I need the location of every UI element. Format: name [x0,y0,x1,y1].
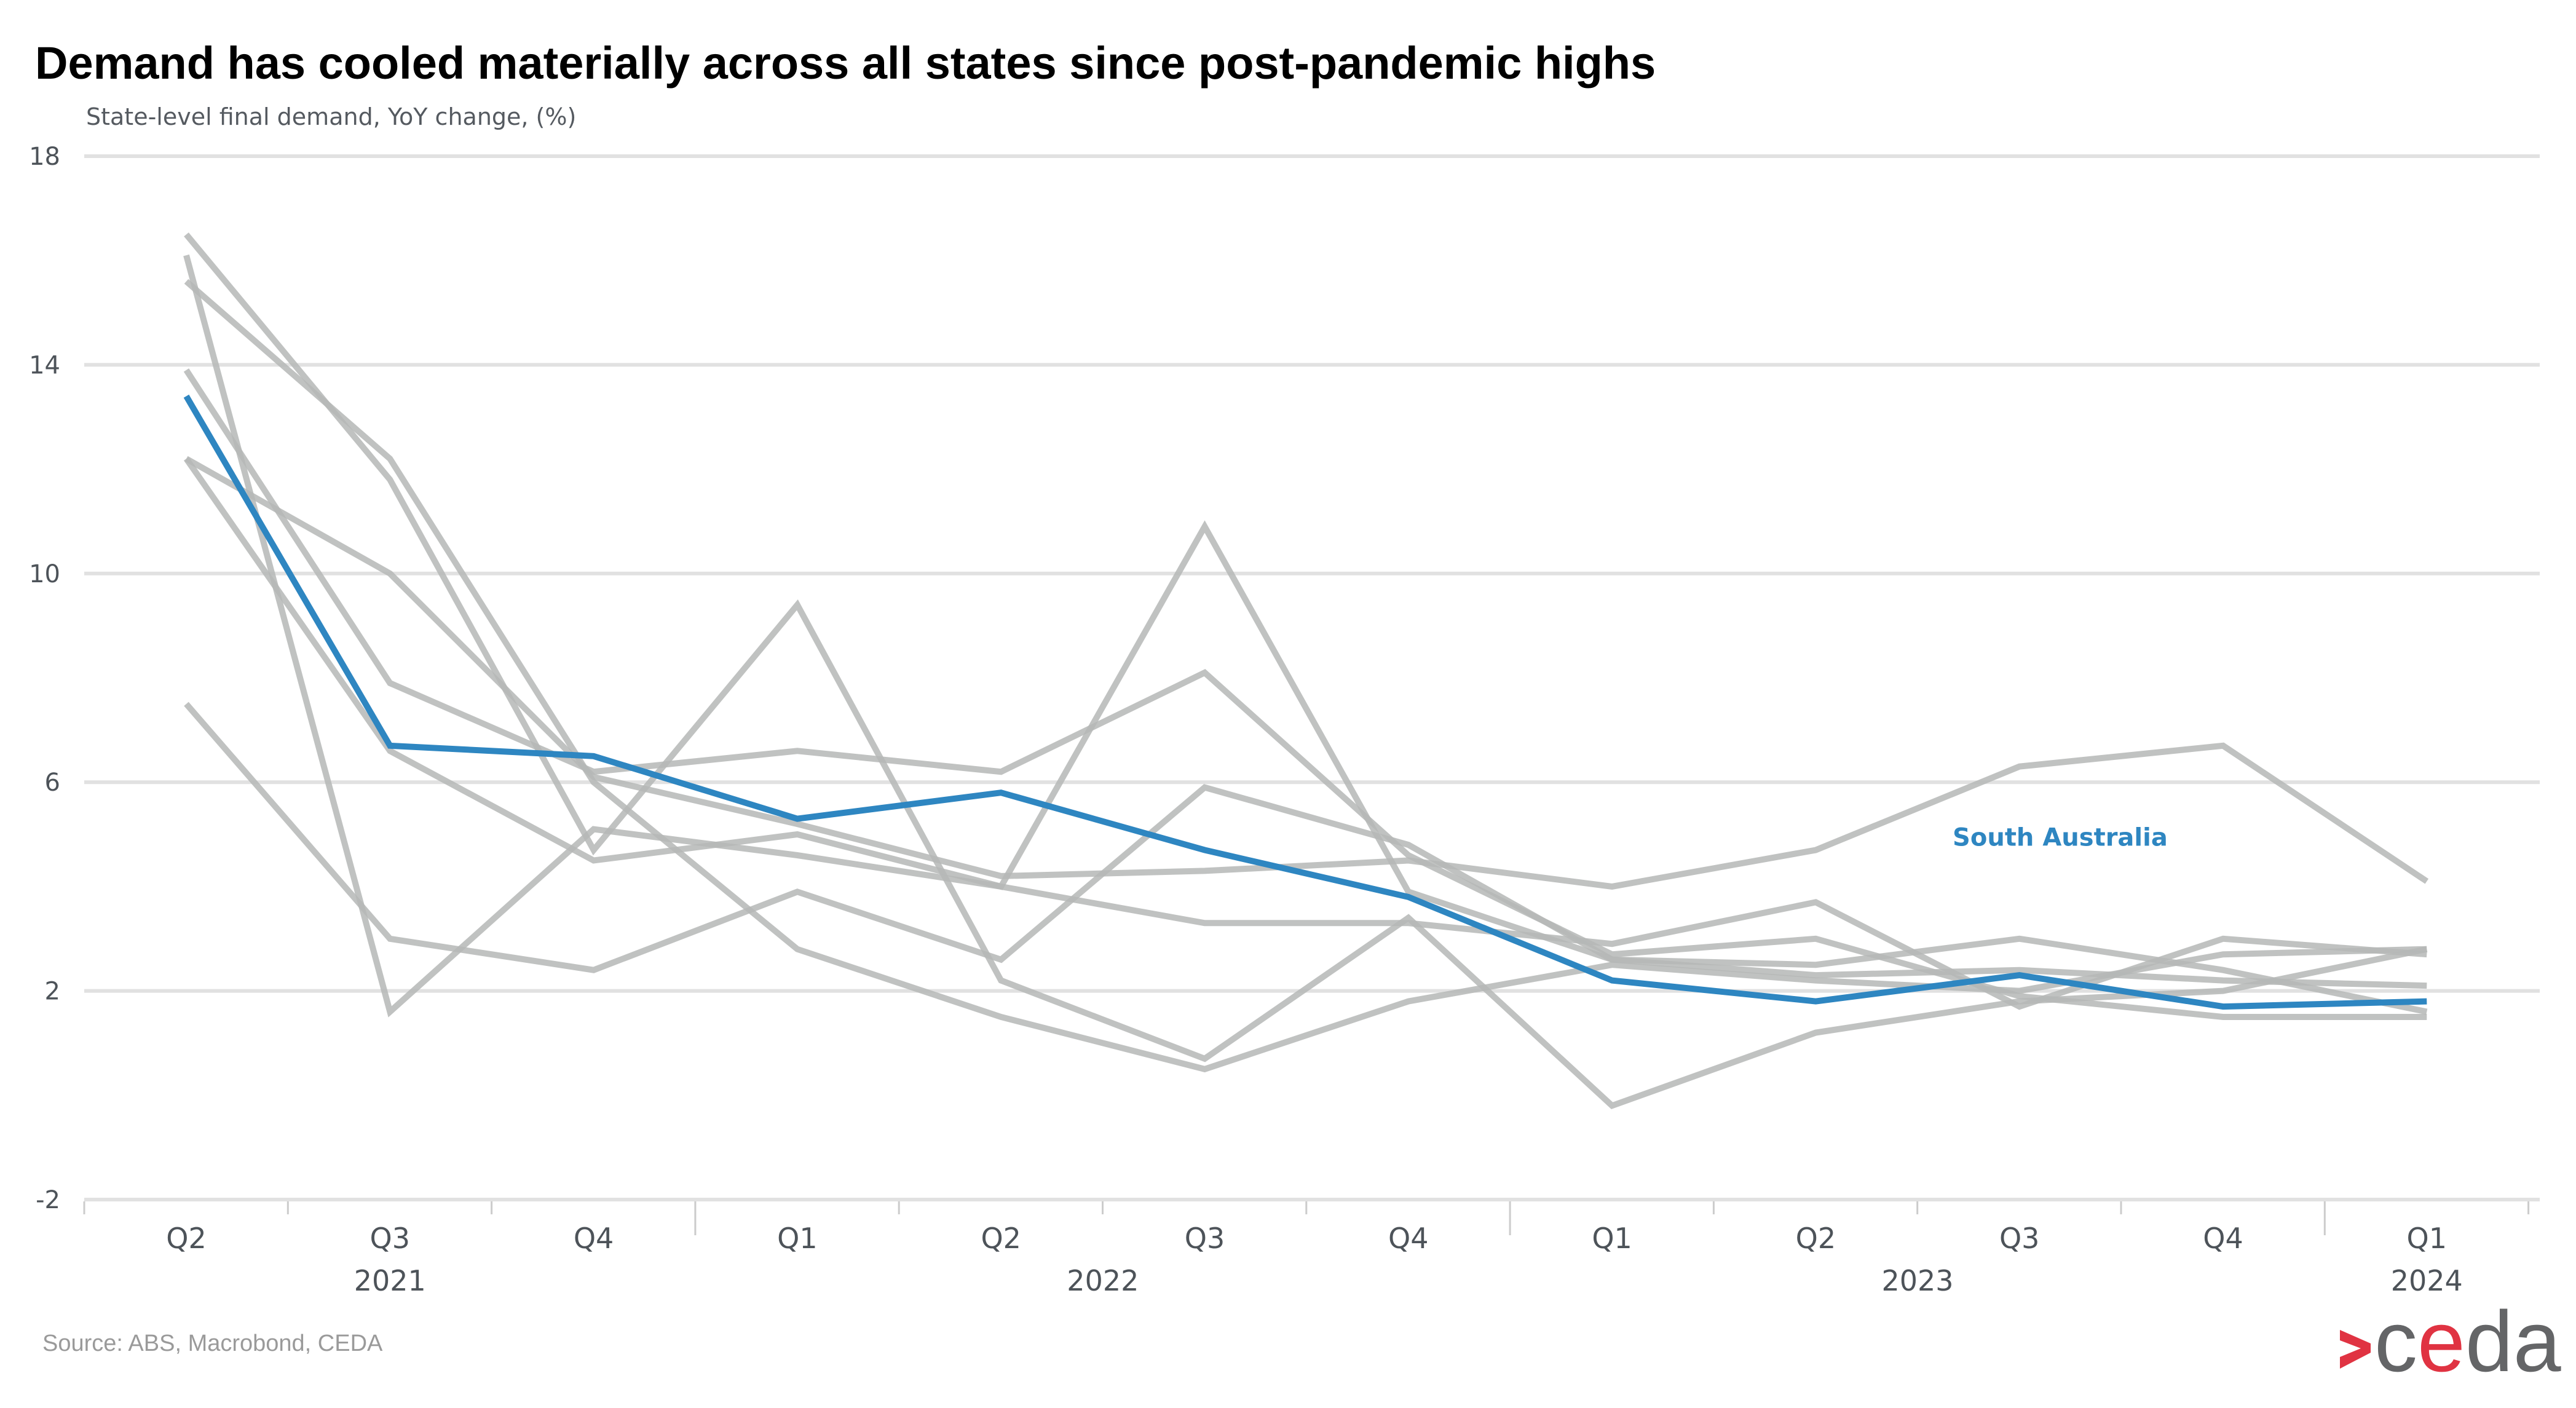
y-axis-labels: 18 14 10 6 2 -2 [29,143,60,1214]
x-tick-label: Q1 [777,1222,817,1255]
x-axis: Q2 Q3 Q4 Q1 Q2 Q3 Q4 Q1 Q2 Q3 Q4 Q1 2021 2022 2023 2024 [83,1201,2530,1297]
x-tick-label: Q3 [1999,1222,2039,1255]
x-tick-label: Q4 [2203,1222,2243,1255]
series-lines [183,232,2429,1110]
x-tick-label: Q4 [1388,1222,1428,1255]
year-label: 2021 [354,1264,426,1297]
chart-title: Demand has cooled materially across all … [35,38,1656,89]
x-tick-label: Q3 [370,1222,410,1255]
x-tick-label: Q2 [166,1222,206,1255]
x-tick-label: Q3 [1185,1222,1225,1255]
y-tick-label: -2 [36,1186,60,1214]
year-label: 2023 [1882,1264,1954,1297]
x-tick-label: Q2 [1796,1222,1836,1255]
y-tick-label: 10 [29,560,60,588]
chart-subtitle: State-level final demand, YoY change, (%… [86,103,576,130]
logo-letter-d: d [2465,1293,2513,1390]
ceda-logo: ceda [2340,1293,2561,1390]
svg-text:ceda: ceda [2374,1293,2561,1390]
logo-letter-e: e [2417,1293,2465,1390]
series-line-state-b [184,279,2427,1073]
source-note: Source: ABS, Macrobond, CEDA [42,1331,383,1356]
logo-chevron-icon [2340,1330,2371,1369]
series-line-south-australia [183,394,2427,1010]
y-tick-label: 14 [29,351,60,379]
logo-letter-c: c [2374,1293,2417,1390]
x-tick-label: Q1 [2407,1222,2447,1255]
series-line-state-f [183,457,2427,989]
series-line-state-g [184,702,2428,1015]
series-line-state-c [183,254,2427,1018]
series-annotation-label: South Australia [1953,823,2168,852]
gridlines [84,154,2540,1201]
y-tick-label: 2 [45,978,60,1006]
year-label: 2022 [1067,1264,1139,1297]
series-line-state-e [184,456,2429,890]
x-tick-label: Q4 [574,1222,614,1255]
x-tick-label: Q2 [981,1222,1021,1255]
x-tick-label: Q1 [1592,1222,1632,1255]
y-tick-label: 6 [45,769,60,797]
y-tick-label: 18 [29,143,60,171]
logo-letter-a: a [2513,1293,2561,1390]
series-line-state-d [183,368,2427,1020]
annotations: South Australia [1953,823,2168,852]
year-label: 2024 [2391,1264,2463,1297]
